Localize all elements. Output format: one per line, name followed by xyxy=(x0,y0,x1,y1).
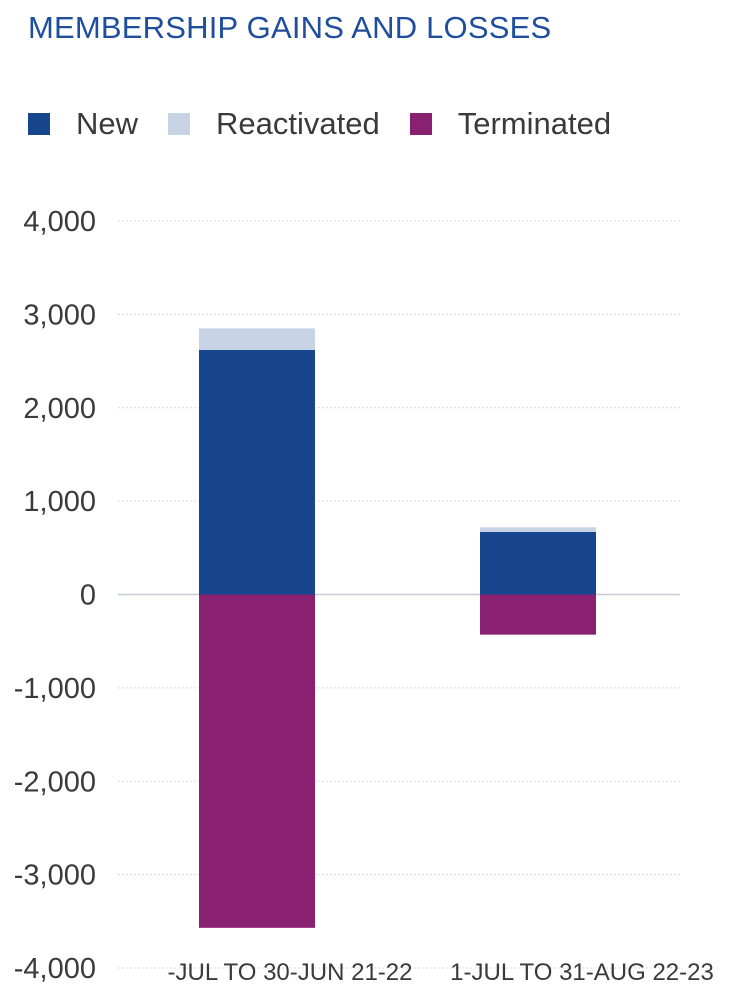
legend-item-new: New xyxy=(28,106,138,142)
y-tick-label: -2,000 xyxy=(14,766,96,798)
legend-swatch-new xyxy=(28,113,50,135)
legend-label-new: New xyxy=(76,106,139,141)
legend-label-reactivated: Reactivated xyxy=(216,106,380,141)
y-tick-label: 1,000 xyxy=(23,486,96,518)
y-tick-label: 4,000 xyxy=(23,206,96,238)
x-category-label: 1-JUL TO 31-AUG 22-23 xyxy=(450,959,714,986)
y-tick-label: 0 xyxy=(80,580,96,612)
legend-swatch-reactivated xyxy=(168,113,191,135)
legend: New Reactivated Terminated xyxy=(28,106,641,142)
legend-item-reactivated: Reactivated xyxy=(168,106,380,142)
y-tick-label: 2,000 xyxy=(23,393,96,425)
chart-title: MEMBERSHIP GAINS AND LOSSES xyxy=(28,10,552,45)
legend-item-terminated: Terminated xyxy=(409,106,612,142)
bar-terminated-1 xyxy=(199,594,315,928)
bar-terminated-2 xyxy=(480,594,596,635)
bar-new-1 xyxy=(199,349,315,595)
legend-swatch-terminated xyxy=(409,113,432,135)
legend-label-terminated: Terminated xyxy=(457,106,612,141)
y-tick-label: -1,000 xyxy=(14,673,96,705)
y-tick-label: 3,000 xyxy=(23,299,96,331)
bar-reactivated-1 xyxy=(199,328,315,350)
y-tick-label: -3,000 xyxy=(14,860,96,892)
bar-reactivated-2 xyxy=(480,527,596,532)
bar-new-2 xyxy=(480,531,596,595)
x-category-label: -JUL TO 30-JUN 21-22 xyxy=(168,959,413,986)
y-tick-label: -4,000 xyxy=(14,953,96,985)
